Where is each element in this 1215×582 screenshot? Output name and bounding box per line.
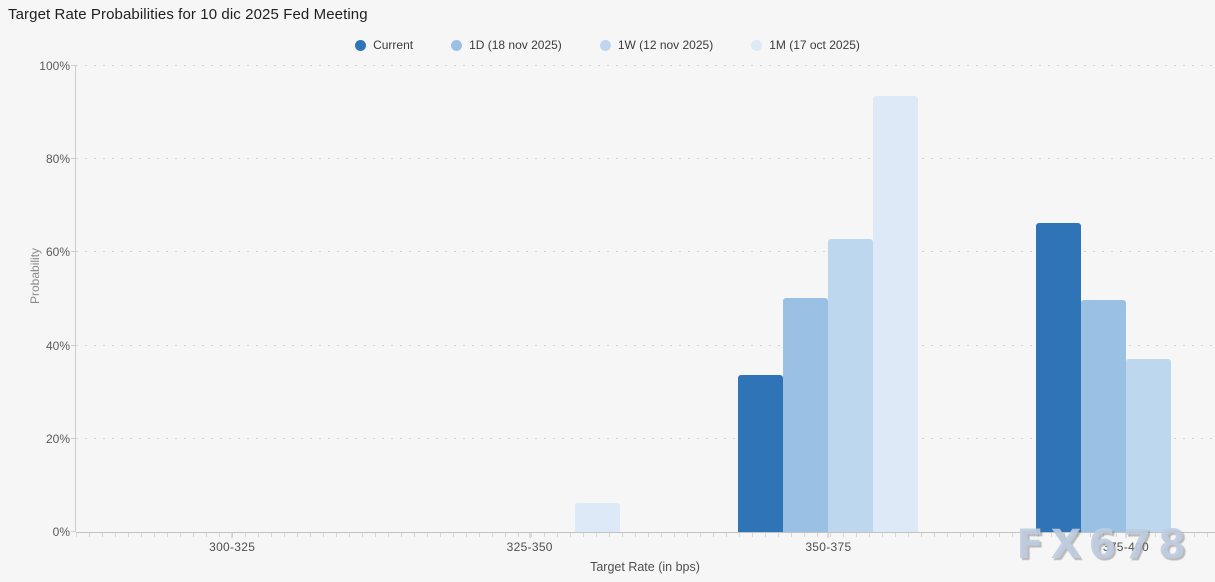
bar-1w-375-400[interactable] xyxy=(1125,359,1171,532)
y-tick-label: 60% xyxy=(45,245,70,260)
y-tick-mark xyxy=(71,344,76,346)
bar-group-300-325 xyxy=(142,66,322,532)
bar-1d-350-375[interactable] xyxy=(783,298,829,532)
y-axis-title: Probability xyxy=(28,247,43,304)
legend-dot-icon xyxy=(599,39,611,51)
bar-1m-325-350[interactable] xyxy=(574,503,620,532)
x-category-label-350-375: 350-375 xyxy=(805,540,852,554)
legend-dot-icon xyxy=(751,39,763,51)
y-tick-label: 100% xyxy=(39,59,70,73)
legend-dot-icon xyxy=(451,39,463,51)
x-category-tick xyxy=(231,532,233,538)
x-category-label-300-325: 300-325 xyxy=(209,540,256,554)
bar-group-350-375 xyxy=(738,66,919,532)
y-tick-label: 0% xyxy=(52,525,70,539)
y-tick-mark xyxy=(71,65,76,66)
y-tick-label: 40% xyxy=(45,338,70,353)
x-axis-line xyxy=(76,532,1215,533)
legend-dot-icon xyxy=(355,39,367,51)
x-axis-minor-ticks xyxy=(76,533,1215,537)
legend-item-1m[interactable]: 1M (17 oct 2025) xyxy=(751,38,860,52)
y-tick-mark xyxy=(71,158,76,160)
y-tick-label: 20% xyxy=(45,431,70,446)
x-category-label-325-350: 325-350 xyxy=(506,540,553,554)
bar-current-350-375[interactable] xyxy=(738,375,784,532)
bar-1w-350-375[interactable] xyxy=(828,239,874,532)
legend-label: Current xyxy=(373,38,414,52)
chart-title: Target Rate Probabilities for 10 dic 202… xyxy=(8,6,368,23)
y-tick-mark xyxy=(71,531,76,532)
legend-item-current[interactable]: Current xyxy=(355,38,413,52)
bar-current-375-400[interactable] xyxy=(1035,222,1081,532)
gridline xyxy=(76,158,1215,160)
chart-legend: Current 1D (18 nov 2025) 1W (12 nov 2025) 1… xyxy=(0,37,1215,53)
plot-area: 0% 20% 40% 60% 80% 100% 300-325 325-350 350-375 3… xyxy=(39,59,1215,554)
bar-1d-375-400[interactable] xyxy=(1080,299,1126,532)
legend-label: 1W (12 nov 2025) xyxy=(617,38,714,52)
gridline xyxy=(76,344,1215,346)
y-tick-label: 80% xyxy=(45,152,70,167)
x-category-tick xyxy=(529,532,531,538)
gridline xyxy=(76,65,1215,66)
x-category-label-375-400: 375-400 xyxy=(1102,540,1149,554)
legend-label: 1D (18 nov 2025) xyxy=(469,38,562,52)
y-tick-mark xyxy=(71,251,76,253)
gridline xyxy=(76,251,1215,253)
bar-1m-350-375[interactable] xyxy=(873,95,919,532)
legend-item-1w[interactable]: 1W (12 nov 2025) xyxy=(599,38,714,52)
y-tick-mark xyxy=(71,437,76,439)
gridline xyxy=(76,437,1215,439)
bar-group-375-400 xyxy=(1035,66,1215,532)
x-category-tick xyxy=(1125,532,1127,538)
x-category-tick xyxy=(827,532,829,538)
x-axis-title: Target Rate (in bps) xyxy=(590,560,700,574)
legend-item-1d[interactable]: 1D (18 nov 2025) xyxy=(451,38,562,52)
legend-label: 1M (17 oct 2025) xyxy=(769,38,860,52)
bar-group-325-350 xyxy=(440,66,620,532)
